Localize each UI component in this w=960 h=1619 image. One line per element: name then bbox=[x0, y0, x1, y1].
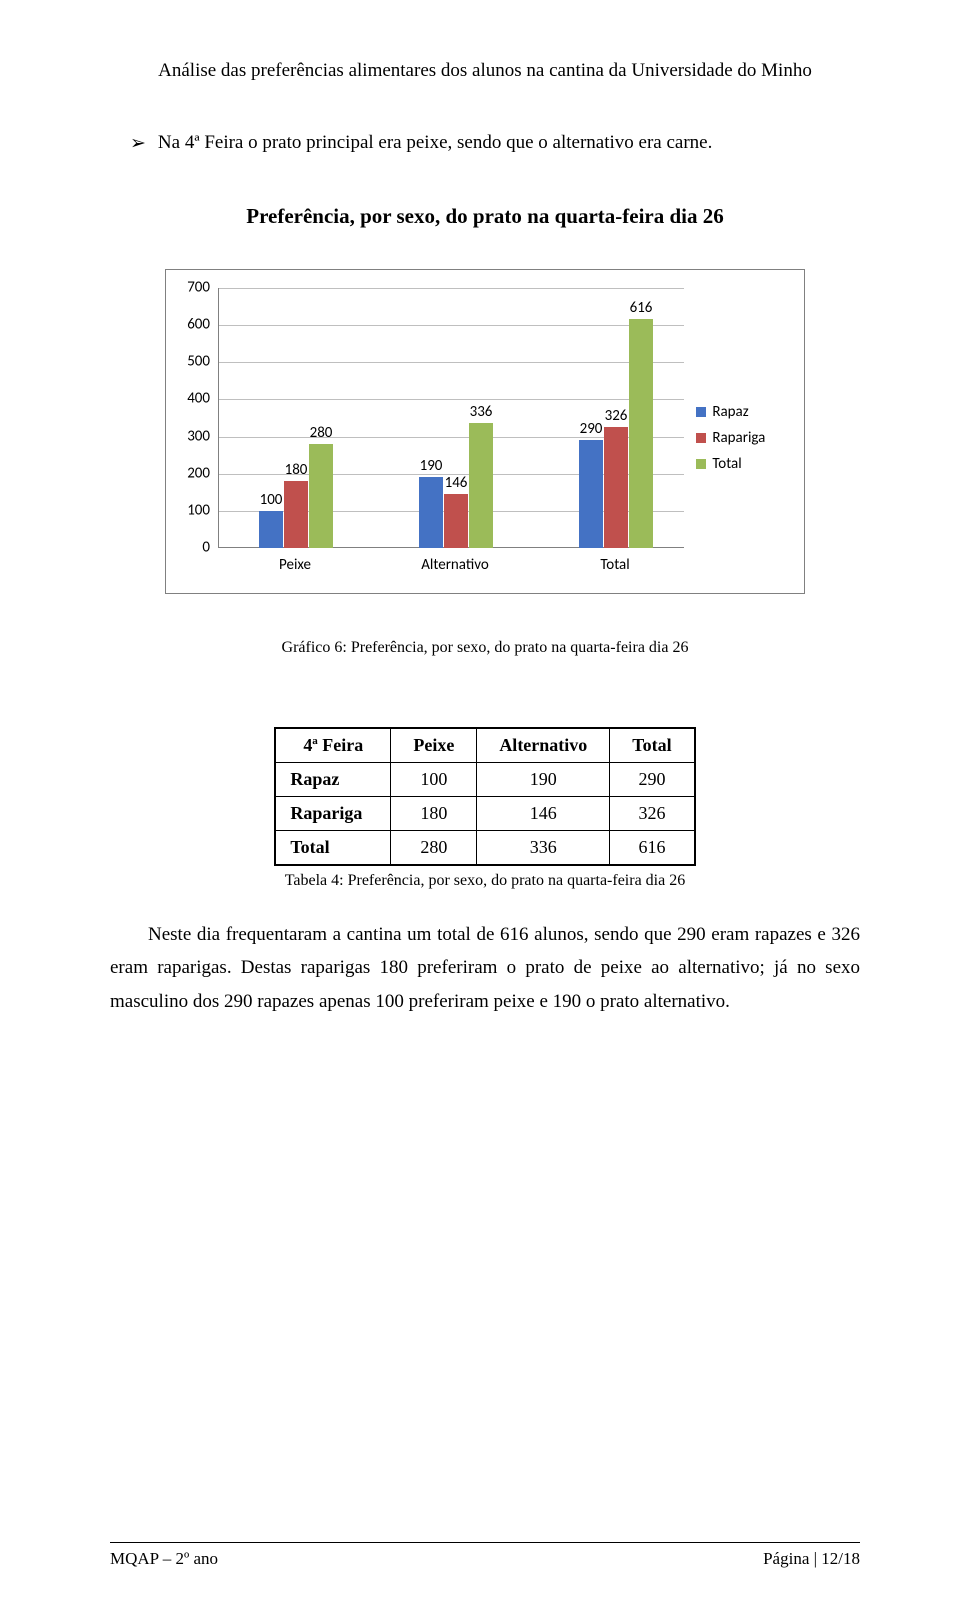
x-category-label: Alternativo bbox=[421, 556, 489, 574]
legend-label: Rapaz bbox=[712, 403, 748, 421]
table-cell: 290 bbox=[610, 763, 695, 797]
legend-label: Rapariga bbox=[712, 429, 765, 447]
bar-value-label: 326 bbox=[605, 407, 628, 425]
y-tick-label: 300 bbox=[187, 429, 210, 444]
table-caption: Tabela 4: Preferência, por sexo, do prat… bbox=[110, 872, 860, 890]
bar-value-label: 280 bbox=[310, 424, 333, 442]
bar-value-label: 180 bbox=[285, 461, 308, 479]
bar-value-label: 190 bbox=[420, 457, 443, 475]
y-tick-label: 400 bbox=[187, 392, 210, 407]
table-cell: 280 bbox=[391, 831, 477, 866]
data-table: 4ª FeiraPeixeAlternativoTotal Rapaz10019… bbox=[274, 727, 695, 866]
chart-legend: Rapaz Rapariga Total bbox=[684, 288, 794, 588]
table-header-cell: Total bbox=[610, 728, 695, 763]
bar: 290 bbox=[579, 440, 603, 548]
legend-swatch bbox=[696, 459, 706, 469]
chart-caption: Gráfico 6: Preferência, por sexo, do pra… bbox=[110, 639, 860, 657]
chart-container: 0100200300400500600700 10018028019014633… bbox=[165, 269, 805, 594]
legend-item: Rapaz bbox=[696, 403, 794, 421]
legend-item: Total bbox=[696, 455, 794, 473]
table-cell: 616 bbox=[610, 831, 695, 866]
table-row: Total280336616 bbox=[275, 831, 694, 866]
table-header-cell: Alternativo bbox=[477, 728, 610, 763]
page-header-title: Análise das preferências alimentares dos… bbox=[110, 60, 860, 82]
bar-group: 290326616 bbox=[579, 319, 653, 548]
section-heading: Preferência, por sexo, do prato na quart… bbox=[110, 204, 860, 229]
bar-value-label: 290 bbox=[580, 420, 603, 438]
bar-value-label: 616 bbox=[630, 299, 653, 317]
table-cell: 146 bbox=[477, 797, 610, 831]
gridline bbox=[219, 288, 684, 289]
bar: 180 bbox=[284, 481, 308, 548]
bar: 190 bbox=[419, 477, 443, 548]
legend-swatch bbox=[696, 433, 706, 443]
table-row: Rapariga180146326 bbox=[275, 797, 694, 831]
footer-left: MQAP – 2º ano bbox=[110, 1549, 218, 1569]
bar: 280 bbox=[309, 444, 333, 548]
x-category-label: Total bbox=[600, 556, 629, 574]
bullet-line: ➢ Na 4ª Feira o prato principal era peix… bbox=[130, 132, 860, 154]
bar: 326 bbox=[604, 427, 628, 548]
legend-swatch bbox=[696, 407, 706, 417]
y-tick-label: 0 bbox=[202, 541, 210, 556]
bar-value-label: 336 bbox=[470, 403, 493, 421]
legend-item: Rapariga bbox=[696, 429, 794, 447]
table-row-header: Rapariga bbox=[275, 797, 391, 831]
bullet-arrow-icon: ➢ bbox=[130, 134, 146, 153]
bar: 146 bbox=[444, 494, 468, 548]
table-row: Rapaz100190290 bbox=[275, 763, 694, 797]
table-cell: 326 bbox=[610, 797, 695, 831]
y-tick-label: 600 bbox=[187, 318, 210, 333]
legend-label: Total bbox=[712, 455, 741, 473]
bar: 100 bbox=[259, 511, 283, 548]
y-tick-label: 500 bbox=[187, 355, 210, 370]
y-tick-label: 100 bbox=[187, 503, 210, 518]
table-cell: 180 bbox=[391, 797, 477, 831]
bar-value-label: 146 bbox=[445, 474, 468, 492]
y-tick-label: 700 bbox=[187, 281, 210, 296]
bar-group: 190146336 bbox=[419, 423, 493, 548]
bar: 616 bbox=[629, 319, 653, 548]
table-cell: 100 bbox=[391, 763, 477, 797]
table-row-header: Rapaz bbox=[275, 763, 391, 797]
bullet-text: Na 4ª Feira o prato principal era peixe,… bbox=[158, 132, 712, 154]
table-header-cell: 4ª Feira bbox=[275, 728, 391, 763]
x-category-label: Peixe bbox=[279, 556, 311, 574]
body-paragraph: Neste dia frequentaram a cantina um tota… bbox=[110, 918, 860, 1018]
page-footer: MQAP – 2º ano Página | 12/18 bbox=[110, 1542, 860, 1569]
footer-right: Página | 12/18 bbox=[763, 1549, 860, 1569]
table-row-header: Total bbox=[275, 831, 391, 866]
y-tick-label: 200 bbox=[187, 466, 210, 481]
chart-plot-area: 0100200300400500600700 10018028019014633… bbox=[176, 288, 684, 588]
table-cell: 336 bbox=[477, 831, 610, 866]
bar-group: 100180280 bbox=[259, 444, 333, 548]
table-cell: 190 bbox=[477, 763, 610, 797]
bar: 336 bbox=[469, 423, 493, 548]
bar-value-label: 100 bbox=[260, 491, 283, 509]
table-header-cell: Peixe bbox=[391, 728, 477, 763]
